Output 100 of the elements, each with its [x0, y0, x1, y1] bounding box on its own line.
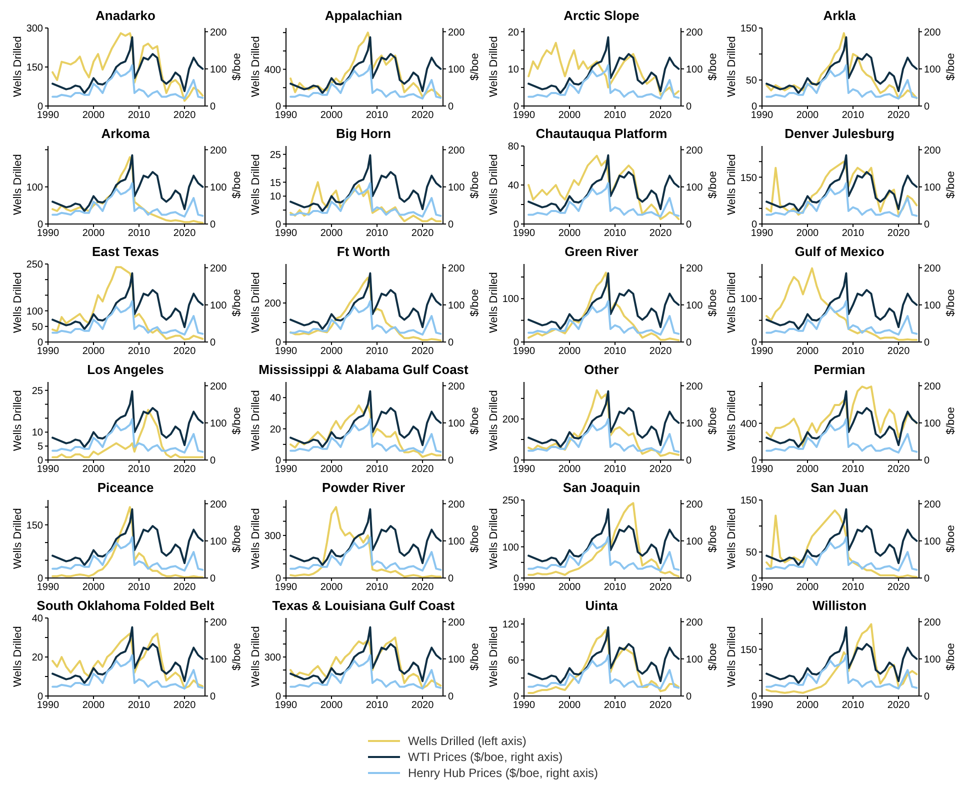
x-tick-label: 2000 [82, 346, 106, 358]
line-series [528, 64, 680, 100]
x-tick-label: 2020 [173, 346, 196, 358]
x-tick-label: 2000 [558, 464, 582, 476]
y2-tick-label: 0 [210, 102, 216, 113]
y-axis-title: Wells Drilled [488, 508, 500, 569]
line-series [290, 390, 442, 448]
y2-tick-label: 0 [686, 692, 692, 703]
y-tick-label: 200 [502, 414, 520, 426]
x-tick-label: 2000 [796, 582, 820, 594]
y-tick-label: 5 [37, 442, 44, 453]
line-series [52, 300, 204, 336]
line-series [52, 408, 204, 458]
x-tick-label: 1990 [36, 228, 60, 240]
y2-tick-label: 100 [448, 536, 466, 548]
y2-axis-title: $/boe [706, 407, 719, 435]
y-tick-label: 150 [740, 172, 758, 184]
line-series [290, 276, 442, 342]
y2-tick-label: 100 [924, 182, 942, 194]
legend-label: Wells Drilled (left axis) [408, 734, 526, 748]
y2-tick-label: 100 [924, 536, 942, 548]
x-tick-label: 2010 [842, 110, 865, 122]
x-tick-label: 2000 [320, 346, 344, 358]
y2-tick-label: 200 [924, 27, 942, 38]
line-series [528, 629, 680, 694]
x-tick-label: 2010 [842, 346, 865, 358]
y2-tick-label: 100 [210, 418, 228, 430]
line-series [52, 64, 204, 100]
line-series [52, 32, 204, 102]
y-tick-label: 50 [746, 548, 758, 559]
y2-tick-label: 0 [924, 456, 930, 467]
y2-tick-label: 100 [210, 536, 228, 548]
x-tick-label: 2020 [649, 228, 672, 240]
y2-tick-label: 200 [448, 145, 466, 156]
x-tick-label: 2020 [649, 582, 672, 594]
y-tick-label: 250 [502, 496, 520, 507]
y-axis-title: Wells Drilled [250, 626, 262, 687]
line-series [528, 300, 680, 336]
y-tick-label: 400 [740, 418, 758, 430]
x-tick-label: 2020 [649, 110, 672, 122]
y2-tick-label: 200 [210, 145, 228, 156]
x-tick-label: 2020 [887, 228, 910, 240]
y2-axis-title: $/boe [230, 643, 243, 671]
x-tick-label: 2000 [82, 110, 106, 122]
x-tick-label: 2000 [796, 110, 820, 122]
y-tick-label: 300 [26, 24, 44, 35]
x-tick-label: 2000 [82, 582, 106, 594]
y-tick-label: 20 [508, 27, 520, 38]
x-tick-label: 2000 [320, 700, 344, 712]
x-tick-label: 2010 [366, 464, 389, 476]
x-tick-label: 2010 [366, 582, 389, 594]
y-axis-title: Wells Drilled [726, 626, 738, 687]
y-tick-label: 25 [32, 386, 44, 397]
y-tick-label: 15 [270, 178, 282, 189]
y2-tick-label: 100 [924, 418, 942, 430]
x-tick-label: 2010 [604, 700, 627, 712]
x-tick-label: 2010 [604, 346, 627, 358]
y2-tick-label: 200 [448, 27, 466, 38]
line-series [528, 654, 680, 690]
y-axis-title: Wells Drilled [12, 626, 24, 687]
y2-tick-label: 0 [686, 456, 692, 467]
x-tick-label: 2000 [796, 700, 820, 712]
y2-tick-label: 200 [448, 499, 466, 510]
line-series [766, 626, 918, 684]
y2-axis-title: $/boe [944, 171, 956, 199]
y2-tick-label: 100 [924, 654, 942, 666]
x-tick-label: 1990 [750, 346, 774, 358]
y-tick-label: 50 [32, 322, 44, 333]
y2-tick-label: 0 [924, 692, 930, 703]
x-tick-label: 1990 [750, 464, 774, 476]
legend-label: WTI Prices ($/boe, right axis) [408, 750, 563, 764]
y-tick-label: 100 [26, 306, 44, 318]
x-tick-label: 2020 [411, 346, 434, 358]
y2-tick-label: 0 [924, 102, 930, 113]
y-axis-title: Wells Drilled [250, 36, 262, 97]
line-series [290, 636, 442, 690]
y-axis-title: Wells Drilled [726, 36, 738, 97]
x-tick-label: 1990 [36, 582, 60, 594]
x-tick-label: 2000 [82, 228, 106, 240]
line-series [766, 160, 918, 216]
y-tick-label: 100 [740, 294, 758, 306]
legend-label: Henry Hub Prices ($/boe, right axis) [408, 766, 598, 780]
line-series [290, 654, 442, 690]
y2-axis-title: $/boe [468, 289, 481, 317]
x-tick-label: 2020 [887, 582, 910, 594]
y-tick-label: 25 [270, 150, 282, 161]
line-series [766, 536, 918, 572]
chart-title: Arkla [822, 8, 857, 24]
x-tick-label: 2010 [604, 228, 627, 240]
y2-axis-title: $/boe [468, 407, 481, 435]
x-tick-label: 1990 [274, 464, 298, 476]
y2-tick-label: 200 [924, 145, 942, 156]
y2-tick-label: 0 [686, 220, 692, 231]
y2-tick-label: 0 [448, 456, 454, 467]
x-tick-label: 1990 [36, 464, 60, 476]
x-tick-label: 2020 [649, 700, 672, 712]
chart-title: Mississippi & Alabama Gulf Coast [258, 362, 470, 378]
line-series [52, 272, 204, 330]
y-tick-label: 20 [32, 652, 44, 664]
x-tick-label: 2020 [411, 228, 434, 240]
